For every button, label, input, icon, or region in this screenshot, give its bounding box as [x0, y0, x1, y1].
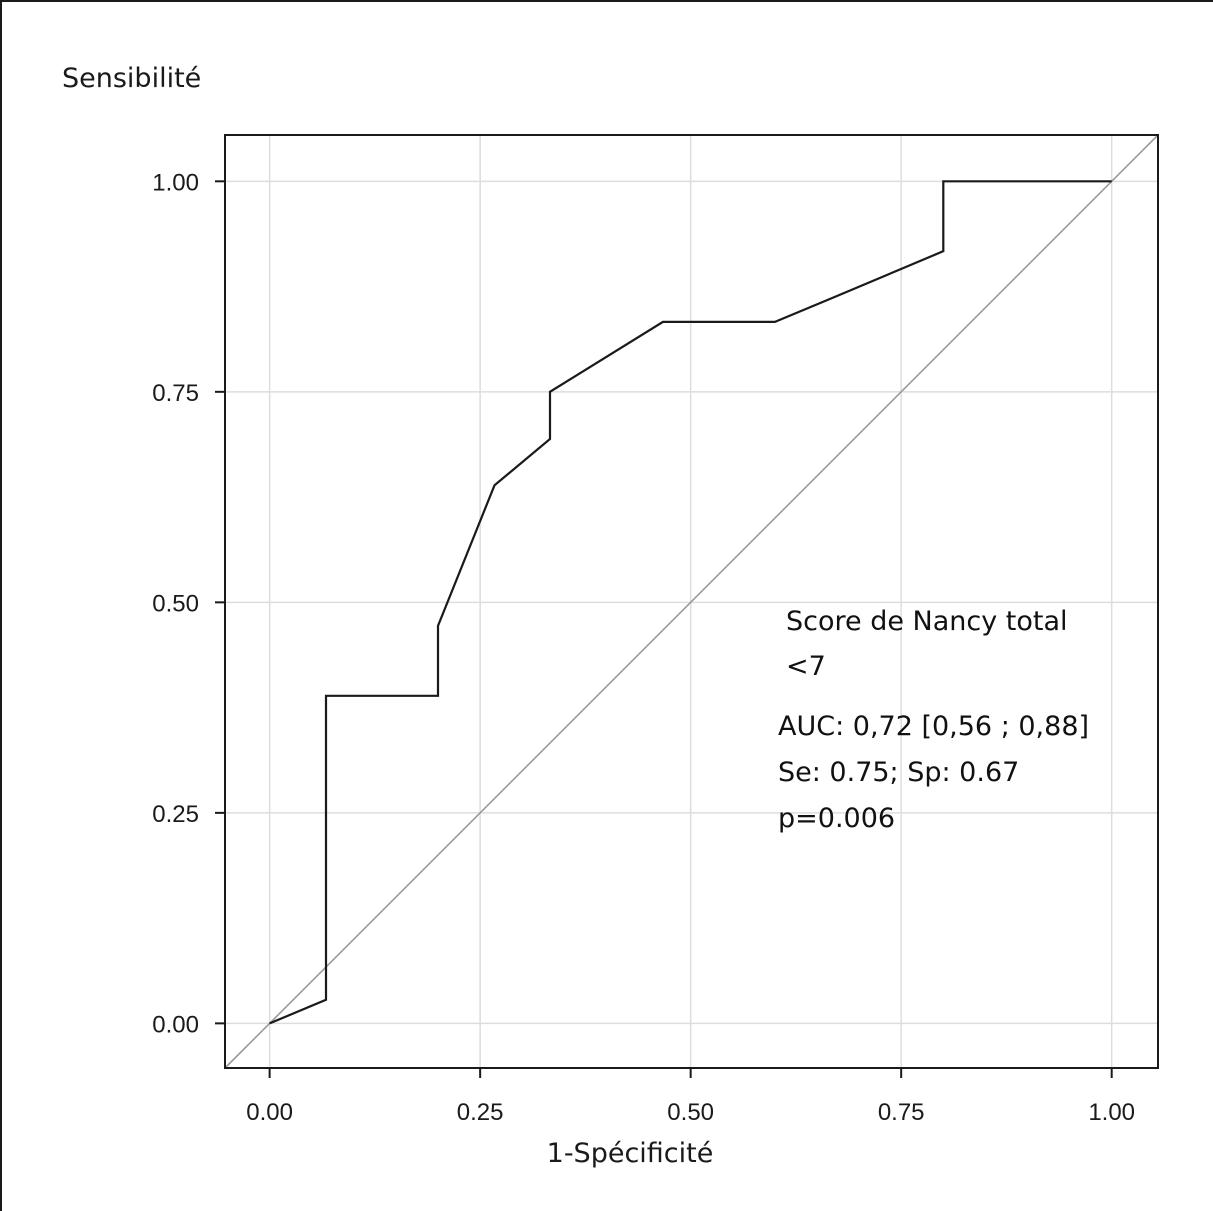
series-layer [269, 180, 1112, 1025]
reference-diagonal-line [224, 134, 1159, 1069]
y-tick-label-4: 1.00 [152, 169, 199, 196]
y-tick-label-1: 0.25 [152, 801, 199, 828]
x-tick-label-0: 0.00 [246, 1099, 293, 1126]
annotation-auc: AUC: 0,72 [0,56 ; 0,88] [778, 711, 1089, 742]
annotation-title-line1: Score de Nancy total [786, 606, 1068, 637]
y-tick-label-0: 0.00 [152, 1011, 199, 1038]
y-tick-label-2: 0.50 [152, 590, 199, 617]
annotation-se-sp: Se: 0.75; Sp: 0.67 [778, 757, 1019, 788]
x-axis-label: 1-Spécificité [547, 1138, 714, 1169]
y-tick-label-3: 0.75 [152, 380, 199, 407]
roc-curve-line-0 [269, 180, 1112, 1025]
y-axis-label: Sensibilité [62, 63, 201, 94]
annotation-p-value: p=0.006 [778, 803, 895, 834]
x-tick-label-4: 1.00 [1088, 1099, 1135, 1126]
annotation-title-line2: <7 [786, 651, 826, 682]
x-tick-label-1: 0.25 [457, 1099, 504, 1126]
x-tick-label-2: 0.50 [667, 1099, 714, 1126]
x-tick-label-3: 0.75 [878, 1099, 925, 1126]
axis-ticks: 0.00 0.25 0.50 0.75 1.00 0.00 0.25 0.50 0.75 1.00 [152, 169, 1135, 1126]
